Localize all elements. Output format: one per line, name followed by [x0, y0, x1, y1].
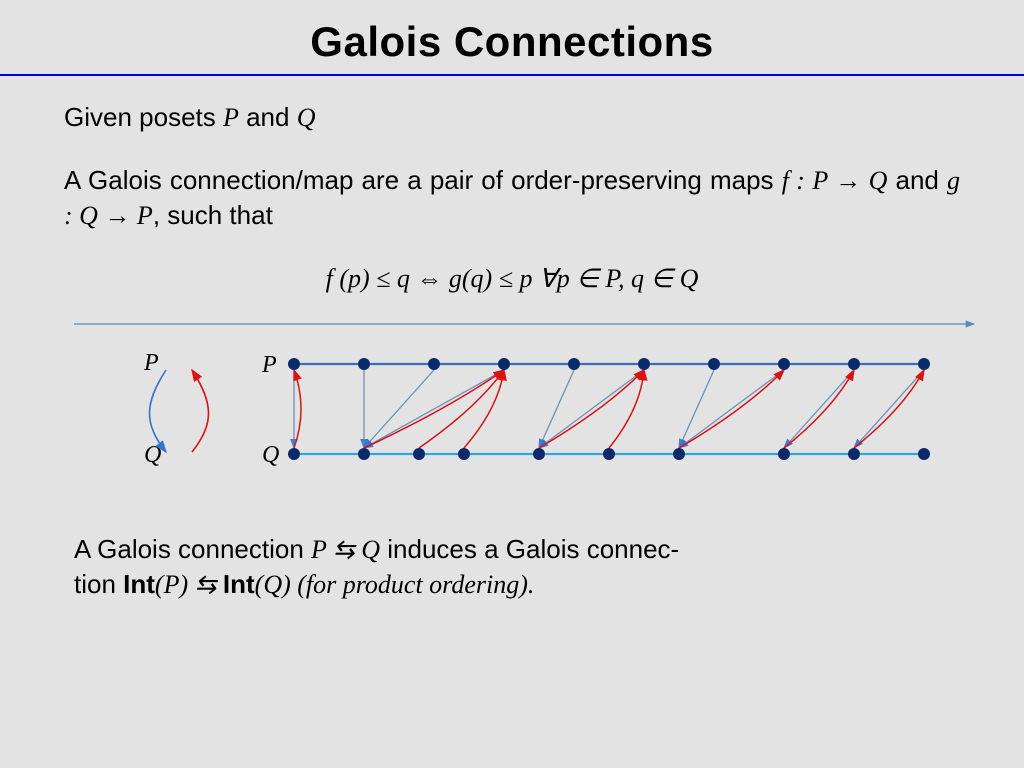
ind-e: (Q) (for product ordering).	[255, 570, 535, 599]
galois-diagram: P Q P Q	[64, 304, 984, 504]
poset-P: P	[223, 103, 239, 132]
defn-b: and	[887, 165, 947, 195]
ind-a: A Galois connection	[74, 534, 311, 564]
ind-pq: P ⇆ Q	[311, 535, 380, 564]
f-map: f : P → Q	[782, 166, 888, 195]
intro-and: and	[239, 102, 297, 132]
formula: f (p) ≤ q ⇔ g(q) ≤ p ∀p ∈ P, q ∈ Q	[64, 261, 960, 296]
page-title: Galois Connections	[0, 0, 1024, 74]
ind-b: induces a Galois connec-	[380, 534, 679, 564]
defn-para: A Galois connection/map are a pair of or…	[64, 163, 960, 233]
intro-para: Given posets P and Q	[64, 100, 960, 135]
svg-text:P: P	[143, 350, 159, 376]
ind-d: (P) ⇆	[155, 570, 223, 599]
defn-c: , such that	[153, 200, 273, 230]
poset-Q: Q	[297, 103, 316, 132]
svg-text:Q: Q	[144, 442, 161, 468]
content: Given posets P and Q A Galois connection…	[0, 100, 1024, 603]
ind-c: tion	[74, 569, 123, 599]
svg-text:P: P	[261, 352, 277, 378]
intro-text: Given posets	[64, 102, 223, 132]
int-Q: Int	[223, 569, 255, 599]
int-P: Int	[123, 569, 155, 599]
induces-para: A Galois connection P ⇆ Q induces a Galo…	[64, 532, 960, 602]
title-rule	[0, 74, 1024, 76]
svg-text:Q: Q	[262, 442, 279, 468]
defn-a: A Galois connection/map are a pair of or…	[64, 165, 782, 195]
